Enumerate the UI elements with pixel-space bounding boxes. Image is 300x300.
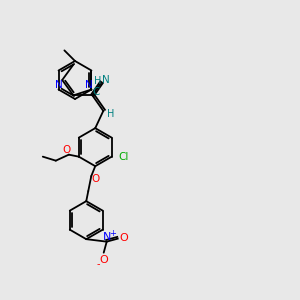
Text: O: O <box>91 174 99 184</box>
Text: O: O <box>63 145 71 155</box>
Text: N: N <box>103 232 111 242</box>
Text: N: N <box>102 75 110 85</box>
Text: O: O <box>99 255 108 265</box>
Text: N: N <box>85 80 92 89</box>
Text: C: C <box>93 87 100 98</box>
Text: +: + <box>109 229 116 238</box>
Text: Cl: Cl <box>118 152 129 162</box>
Text: O: O <box>119 233 128 243</box>
Text: -: - <box>97 259 101 269</box>
Text: H: H <box>94 76 101 85</box>
Text: H: H <box>106 109 114 119</box>
Text: N: N <box>55 80 63 90</box>
